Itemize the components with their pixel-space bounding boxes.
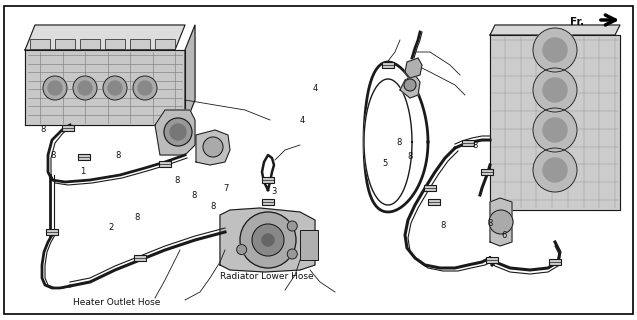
Polygon shape — [220, 208, 315, 272]
Bar — [55, 39, 75, 49]
Circle shape — [78, 81, 92, 95]
Circle shape — [287, 249, 297, 259]
Text: 4: 4 — [300, 116, 305, 124]
Bar — [80, 39, 100, 49]
Bar — [30, 39, 50, 49]
Circle shape — [240, 212, 296, 268]
Bar — [462, 140, 474, 146]
Circle shape — [138, 81, 152, 95]
Text: 6: 6 — [502, 231, 507, 240]
Text: 8: 8 — [134, 213, 140, 222]
Polygon shape — [405, 58, 422, 78]
Text: 8: 8 — [472, 141, 477, 150]
Bar — [424, 185, 436, 191]
Text: Radiator Lower Hose: Radiator Lower Hose — [220, 272, 313, 281]
Text: 8: 8 — [115, 151, 120, 160]
Circle shape — [543, 78, 567, 102]
Bar — [481, 169, 493, 175]
Text: 8: 8 — [488, 220, 493, 228]
Polygon shape — [185, 25, 195, 125]
Circle shape — [237, 244, 247, 255]
Bar — [159, 161, 171, 167]
Circle shape — [252, 224, 284, 256]
Circle shape — [73, 76, 97, 100]
Bar — [105, 39, 125, 49]
Text: Fr.: Fr. — [570, 17, 584, 28]
Circle shape — [43, 76, 67, 100]
Circle shape — [108, 81, 122, 95]
Circle shape — [48, 81, 62, 95]
Text: 8: 8 — [396, 138, 401, 147]
Circle shape — [533, 108, 577, 152]
Polygon shape — [490, 198, 512, 246]
Bar — [262, 177, 274, 183]
Bar — [549, 259, 561, 265]
Bar — [62, 125, 74, 131]
Circle shape — [543, 118, 567, 142]
Polygon shape — [196, 130, 230, 165]
Text: 7: 7 — [224, 184, 229, 193]
Bar — [78, 154, 90, 160]
Text: 8: 8 — [407, 152, 412, 161]
Text: 8: 8 — [51, 151, 56, 160]
Circle shape — [262, 234, 274, 246]
Circle shape — [489, 210, 513, 234]
Text: 2: 2 — [109, 223, 114, 232]
Polygon shape — [364, 79, 412, 205]
Text: 5: 5 — [383, 159, 388, 168]
Bar — [382, 62, 394, 68]
Bar — [134, 255, 146, 261]
Bar — [486, 257, 498, 263]
Text: 3: 3 — [271, 188, 276, 196]
Bar — [155, 39, 175, 49]
Text: 8: 8 — [175, 176, 180, 185]
Circle shape — [170, 124, 186, 140]
Circle shape — [543, 158, 567, 182]
Text: 8: 8 — [192, 191, 197, 200]
Circle shape — [533, 148, 577, 192]
Circle shape — [203, 137, 223, 157]
Text: 8: 8 — [440, 221, 445, 230]
Circle shape — [533, 28, 577, 72]
Polygon shape — [25, 50, 185, 125]
Polygon shape — [155, 110, 195, 155]
Text: 8: 8 — [211, 202, 216, 211]
Circle shape — [287, 221, 297, 231]
Bar — [46, 229, 58, 235]
Polygon shape — [490, 25, 620, 35]
Bar — [130, 39, 150, 49]
Text: Heater Outlet Hose: Heater Outlet Hose — [73, 298, 161, 307]
Text: 1: 1 — [80, 167, 85, 176]
Polygon shape — [25, 25, 185, 50]
Circle shape — [543, 38, 567, 62]
Text: 4: 4 — [313, 84, 318, 92]
Circle shape — [404, 79, 416, 91]
Bar — [428, 199, 440, 205]
Circle shape — [164, 118, 192, 146]
Bar — [300, 230, 318, 260]
Polygon shape — [400, 75, 420, 98]
Circle shape — [533, 68, 577, 112]
Circle shape — [133, 76, 157, 100]
Polygon shape — [490, 35, 620, 210]
Circle shape — [103, 76, 127, 100]
Text: 8: 8 — [41, 125, 46, 134]
Bar — [262, 199, 274, 205]
